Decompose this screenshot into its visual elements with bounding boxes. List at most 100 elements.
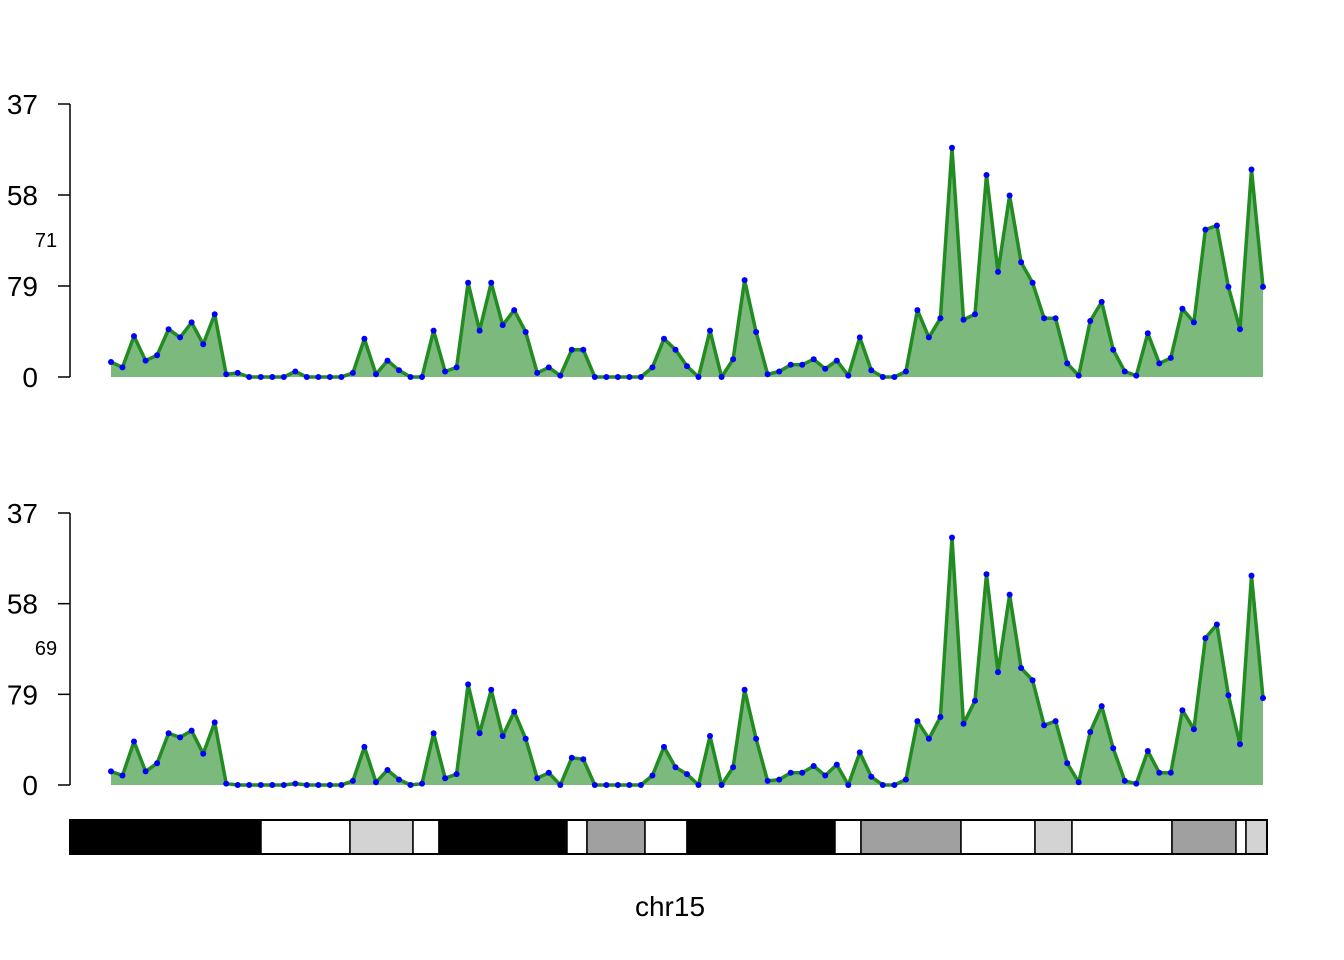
- data-point: [1190, 319, 1197, 326]
- data-point: [534, 775, 541, 782]
- data-point: [522, 735, 529, 742]
- coverage-area: [111, 147, 1263, 377]
- chromosome-band: [1034, 819, 1073, 855]
- data-point: [476, 730, 483, 737]
- data-point: [1167, 354, 1174, 361]
- data-point: [753, 329, 760, 335]
- data-point: [995, 669, 1001, 676]
- data-point: [1041, 722, 1048, 729]
- data-point: [949, 144, 955, 151]
- data-point: [1248, 572, 1255, 579]
- data-point: [1098, 703, 1105, 710]
- data-point: [799, 769, 806, 776]
- data-point: [1237, 741, 1243, 748]
- chromosome-band: [412, 819, 440, 855]
- data-point: [442, 775, 449, 782]
- data-point: [626, 782, 633, 788]
- data-point: [1133, 372, 1140, 379]
- data-point: [315, 374, 322, 380]
- data-point: [200, 341, 207, 348]
- data-point: [1179, 305, 1186, 312]
- data-point: [718, 374, 725, 380]
- data-point: [1225, 283, 1232, 290]
- data-point: [1213, 222, 1220, 229]
- chromosome-band: [686, 819, 836, 855]
- data-point: [1018, 665, 1025, 671]
- data-point: [1052, 315, 1059, 322]
- data-point: [730, 356, 737, 363]
- data-point: [810, 356, 817, 363]
- chromosome-band: [644, 819, 688, 855]
- data-point: [1075, 372, 1082, 379]
- data-point: [891, 782, 898, 788]
- data-point: [257, 782, 264, 788]
- data-point: [211, 311, 218, 318]
- data-point: [661, 743, 667, 750]
- data-point: [1006, 192, 1013, 199]
- data-point: [568, 754, 575, 761]
- y-tick-label: 37: [7, 498, 38, 529]
- data-point: [1110, 745, 1117, 752]
- data-point: [1202, 635, 1209, 642]
- data-point: [430, 730, 437, 737]
- data-point: [661, 335, 667, 342]
- chromosome-band: [566, 819, 588, 855]
- data-point: [914, 307, 921, 314]
- data-point: [303, 374, 310, 380]
- data-point: [879, 374, 886, 380]
- data-point: [1121, 368, 1128, 375]
- data-point: [1029, 677, 1036, 684]
- data-point: [269, 782, 276, 788]
- chromosome-band: [1171, 819, 1237, 855]
- data-point: [649, 364, 656, 371]
- data-point: [177, 734, 184, 741]
- data-point: [902, 776, 909, 783]
- chromosome-band: [1235, 819, 1247, 855]
- chromosome-band: [1071, 819, 1173, 855]
- data-point: [292, 368, 299, 375]
- data-point: [614, 782, 621, 788]
- data-point: [453, 771, 460, 778]
- data-point: [741, 277, 748, 284]
- data-point: [787, 361, 794, 368]
- data-point: [131, 333, 137, 340]
- chromosome-band: [586, 819, 646, 855]
- data-point: [511, 708, 518, 715]
- data-point: [119, 772, 126, 779]
- data-point: [396, 776, 402, 783]
- data-point: [672, 764, 679, 771]
- data-point: [1248, 166, 1255, 173]
- data-point: [280, 374, 287, 380]
- coverage-area: [111, 537, 1263, 785]
- data-point: [1018, 259, 1025, 266]
- data-point: [373, 371, 379, 378]
- data-point: [1087, 318, 1094, 324]
- data-point: [442, 368, 449, 375]
- coverage-panels: 0 79 58 37 71 0 79 58 37 69: [7, 89, 1266, 801]
- data-point: [1260, 283, 1266, 290]
- data-point: [1064, 360, 1071, 367]
- data-point: [1006, 591, 1013, 598]
- data-point: [108, 359, 114, 365]
- data-point: [534, 369, 541, 376]
- data-point: [499, 733, 506, 739]
- data-point: [856, 334, 863, 341]
- ideogram-outline: [69, 819, 1268, 855]
- data-point: [373, 779, 379, 786]
- data-point: [603, 782, 610, 788]
- coverage-panel-2: 0 79 58 37 69: [7, 498, 1266, 801]
- data-point: [396, 367, 402, 374]
- data-point: [165, 730, 172, 737]
- data-point: [1213, 621, 1220, 628]
- data-point: [960, 720, 967, 727]
- data-point: [764, 777, 771, 784]
- sample-label: 71: [35, 230, 57, 252]
- data-point: [580, 756, 587, 763]
- data-point: [776, 368, 783, 375]
- data-point: [303, 782, 310, 788]
- data-point: [349, 777, 356, 784]
- data-point: [695, 374, 702, 380]
- data-point: [591, 782, 598, 788]
- data-point: [672, 346, 679, 353]
